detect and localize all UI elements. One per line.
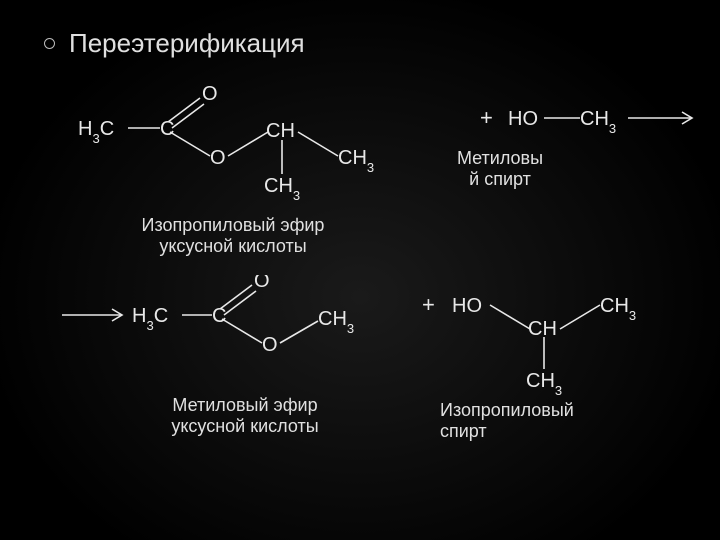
title-row: Переэтерификация: [44, 28, 305, 59]
svg-text:+: +: [422, 292, 435, 317]
svg-text:H3C: H3C: [132, 305, 168, 333]
label-methyl-acetate: Метиловый эфируксусной кислоты: [140, 395, 350, 436]
svg-text:C: C: [212, 305, 226, 327]
reaction-row-1: H3C C O O CH CH3 CH3 + HO CH3: [60, 80, 700, 200]
svg-text:H3C: H3C: [78, 118, 114, 146]
svg-text:O: O: [202, 83, 218, 105]
svg-text:CH3: CH3: [338, 147, 374, 175]
svg-text:O: O: [210, 147, 226, 169]
svg-text:CH3: CH3: [526, 370, 562, 395]
svg-text:O: O: [254, 275, 270, 292]
label-isopropyl-acetate: Изопропиловый эфируксусной кислоты: [118, 215, 348, 256]
reaction-row-2: H3C C O O CH3 + HO CH CH3 CH3: [60, 275, 700, 395]
label-methanol: Метиловый спирт: [420, 148, 580, 189]
bullet-icon: [44, 38, 55, 49]
svg-text:HO: HO: [452, 295, 482, 317]
svg-text:CH3: CH3: [264, 175, 300, 200]
svg-text:C: C: [160, 118, 174, 140]
svg-text:CH: CH: [528, 318, 557, 340]
slide-title: Переэтерификация: [69, 28, 305, 59]
svg-text:CH: CH: [266, 120, 295, 142]
svg-text:+: +: [480, 105, 493, 130]
svg-text:CH3: CH3: [318, 308, 354, 336]
svg-text:HO: HO: [508, 108, 538, 130]
svg-text:O: O: [262, 334, 278, 356]
svg-text:CH3: CH3: [580, 108, 616, 136]
label-isopropanol: Изопропиловыйспирт: [440, 400, 630, 441]
svg-text:CH3: CH3: [600, 295, 636, 323]
